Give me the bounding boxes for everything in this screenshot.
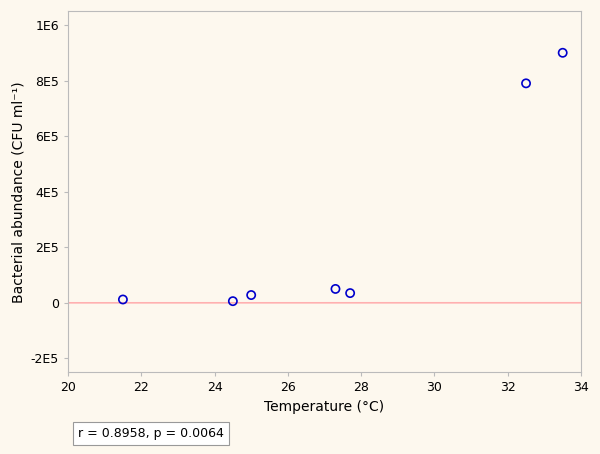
- Point: [228, 297, 238, 305]
- Point: [558, 49, 568, 56]
- Point: [331, 285, 340, 292]
- Point: [247, 291, 256, 299]
- Point: [521, 80, 531, 87]
- Text: r = 0.8958, p = 0.0064: r = 0.8958, p = 0.0064: [78, 427, 224, 440]
- Point: [346, 290, 355, 297]
- X-axis label: Temperature (°C): Temperature (°C): [265, 400, 385, 414]
- Y-axis label: Bacterial abundance (CFU ml⁻¹): Bacterial abundance (CFU ml⁻¹): [11, 81, 25, 302]
- Point: [118, 296, 128, 303]
